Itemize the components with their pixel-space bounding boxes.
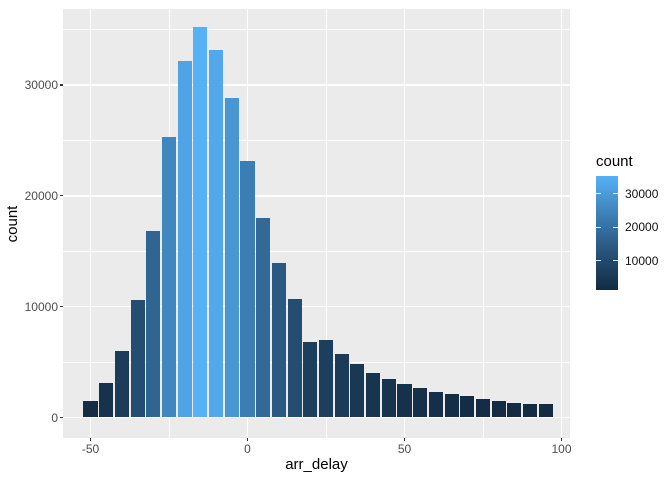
legend-title: count — [596, 153, 633, 170]
y-axis-tick — [60, 195, 63, 197]
x-axis-tick — [403, 438, 406, 441]
histogram-bar — [523, 403, 538, 418]
y-axis-tick-label: 10000 — [24, 299, 58, 314]
histogram-bar — [303, 342, 318, 418]
histogram-bar — [224, 98, 239, 418]
histogram-bar — [146, 231, 161, 418]
legend-tick-mark — [613, 260, 618, 262]
legend-tick-mark — [613, 193, 618, 195]
histogram-bar — [177, 60, 192, 418]
x-axis-tick-label: 0 — [244, 442, 251, 456]
y-axis-tick — [60, 84, 63, 86]
x-major-gridline — [403, 9, 406, 438]
histogram-bar — [475, 398, 491, 418]
y-major-gridline — [63, 305, 570, 308]
histogram-bar — [381, 378, 396, 418]
y-axis-tick — [60, 416, 63, 419]
histogram-bar — [193, 27, 208, 418]
x-axis-tick-label: 100 — [551, 442, 572, 456]
x-axis-title: arr_delay — [285, 456, 348, 473]
histogram-bar — [350, 364, 365, 418]
histogram-bar — [460, 396, 475, 418]
histogram-bar — [114, 351, 129, 418]
x-major-gridline — [89, 9, 92, 438]
y-axis-tick-label: 0 — [51, 410, 58, 425]
histogram-bar — [413, 387, 428, 418]
x-minor-gridline — [482, 9, 484, 438]
legend-tick-label: 10000 — [625, 253, 659, 268]
y-axis-tick-label: 30000 — [24, 78, 58, 92]
y-major-gridline — [63, 195, 570, 197]
y-minor-gridline — [63, 250, 570, 252]
histogram-bar — [256, 218, 271, 418]
legend-gradient-bar — [596, 176, 618, 290]
histogram-bar — [444, 394, 459, 418]
legend-tick-mark — [596, 260, 601, 262]
y-axis-title: count — [4, 205, 21, 242]
y-minor-gridline — [63, 140, 570, 141]
y-major-gridline — [63, 84, 570, 86]
histogram-bar — [428, 392, 443, 418]
histogram-bar — [209, 49, 224, 418]
x-major-gridline — [560, 9, 563, 438]
histogram-bar — [271, 263, 286, 418]
histogram-bar — [161, 137, 177, 418]
histogram-bar — [538, 404, 553, 418]
plot-panel — [63, 9, 570, 438]
x-axis-tick-label: 50 — [397, 442, 412, 456]
x-minor-gridline — [325, 9, 327, 438]
histogram-bar — [287, 298, 302, 418]
y-major-gridline — [63, 416, 570, 419]
y-axis-tick-label: 20000 — [24, 188, 58, 203]
legend-tick-mark — [613, 226, 618, 228]
histogram-bar — [491, 400, 506, 418]
x-axis-tick — [89, 438, 92, 441]
histogram-bar — [130, 300, 145, 418]
histogram-bar — [507, 403, 522, 418]
legend-tick-label: 30000 — [625, 186, 659, 201]
y-minor-gridline — [63, 29, 570, 30]
histogram-bar — [99, 383, 114, 418]
legend-tick-mark — [596, 193, 601, 195]
legend-tick-mark — [596, 226, 601, 228]
histogram-bar — [83, 400, 98, 418]
histogram-bar — [366, 373, 381, 418]
y-axis-tick — [60, 306, 63, 308]
histogram-bar — [397, 384, 412, 418]
histogram-bar — [318, 339, 334, 418]
x-axis-tick — [560, 438, 563, 441]
x-axis-tick — [246, 438, 249, 441]
histogram-bar — [240, 161, 255, 418]
histogram-bar — [334, 354, 349, 418]
x-axis-tick-label: -50 — [81, 442, 100, 456]
legend-tick-label: 20000 — [625, 220, 659, 235]
